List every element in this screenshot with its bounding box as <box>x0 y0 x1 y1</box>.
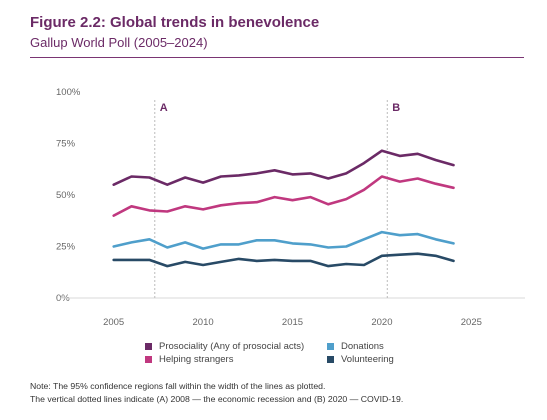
x-tick-label: 2025 <box>461 317 482 328</box>
series-line <box>112 252 455 268</box>
y-tick-label: 25% <box>56 242 76 253</box>
legend-label-volunteering: Volunteering <box>341 354 394 365</box>
series-line <box>112 175 455 217</box>
x-tick-label: 2015 <box>282 317 303 328</box>
legend-item-volunteering: Volunteering <box>327 354 394 365</box>
legend-swatch-helping-strangers <box>145 356 152 363</box>
series-line <box>112 230 455 250</box>
y-tick-label: 100% <box>56 87 81 98</box>
annotation-label: A <box>160 102 168 114</box>
annotation-label: B <box>392 102 400 114</box>
title-divider <box>30 57 524 58</box>
legend-swatch-prosociality <box>145 343 152 350</box>
legend-swatch-volunteering <box>327 356 334 363</box>
legend-item-prosociality: Prosociality (Any of prosocial acts) <box>145 341 304 352</box>
y-tick-label: 75% <box>56 139 76 150</box>
y-tick-label: 50% <box>56 190 76 201</box>
note-line-2: The vertical dotted lines indicate (A) 2… <box>30 394 404 404</box>
legend-item-donations: Donations <box>327 341 384 352</box>
legend-label-donations: Donations <box>341 341 384 352</box>
chart-subtitle: Gallup World Poll (2005–2024) <box>30 35 208 50</box>
legend-label-prosociality: Prosociality (Any of prosocial acts) <box>159 341 305 352</box>
legend-item-helping-strangers: Helping strangers <box>145 354 233 365</box>
series-line <box>112 149 455 186</box>
note-line-1: Note: The 95% confidence regions fall wi… <box>30 381 326 391</box>
chart-title: Figure 2.2: Global trends in benevolence <box>30 14 320 31</box>
chart-note: Note: The 95% confidence regions fall wi… <box>30 380 403 406</box>
x-tick-label: 2005 <box>103 317 124 328</box>
x-tick-label: 2020 <box>371 317 392 328</box>
legend-swatch-donations <box>327 343 334 350</box>
x-tick-label: 2010 <box>193 317 214 328</box>
legend-label-helping-strangers: Helping strangers <box>159 354 234 365</box>
